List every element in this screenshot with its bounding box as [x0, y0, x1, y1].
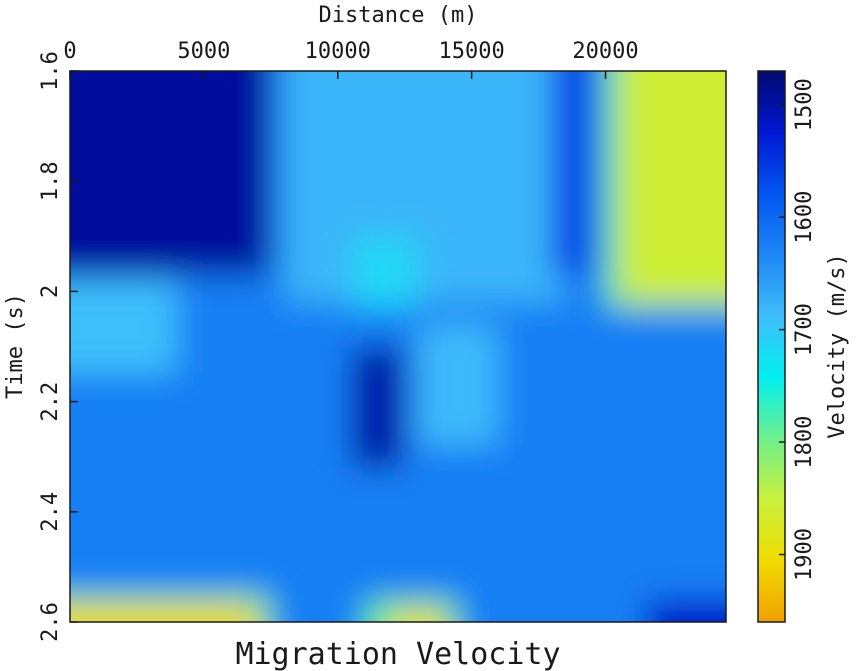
y-tick-label: 2.4	[38, 492, 63, 532]
chart-title: Migration Velocity	[235, 637, 560, 671]
plot-frame	[69, 70, 727, 623]
y-tick-label: 2.6	[38, 602, 63, 642]
heatmap-cell-4	[551, 71, 593, 275]
heatmap-cell-7	[351, 346, 405, 468]
x-tick-label: 10000	[305, 39, 371, 64]
colorbar-tick-label: 1500	[792, 78, 817, 131]
x-tick-label: 5000	[177, 39, 230, 64]
y-tick-label: 2	[38, 285, 63, 298]
colorbar-tick-label: 1700	[792, 303, 817, 356]
heatmap-cell-0	[70, 71, 271, 275]
colorbar-tick-label: 1800	[792, 416, 817, 469]
x-axis-title: Distance (m)	[319, 3, 478, 28]
colorbar: 1500 1600 1700 1800 1900 Velocity (m/s)	[757, 70, 850, 623]
heatmap-cell-3	[70, 280, 178, 375]
colorbar-ticks: 1500 1600 1700 1800 1900	[779, 78, 817, 581]
colorbar-tick-label: 1600	[792, 191, 817, 244]
heatmap	[70, 71, 726, 622]
heatmap-cell-13	[645, 599, 726, 622]
heatmap-cell-10	[70, 605, 258, 622]
heatmap-cell-12	[391, 610, 445, 622]
x-tick-label: 0	[63, 39, 76, 64]
y-axis-title: Time (s)	[3, 293, 28, 399]
colorbar-tick-label: 1900	[792, 528, 817, 581]
y-tick-label: 1.8	[38, 161, 63, 201]
x-tick-label: 20000	[572, 39, 638, 64]
x-tick-label: 15000	[439, 39, 505, 64]
heatmap-cell-1	[284, 71, 566, 303]
colorbar-gradient	[757, 70, 786, 623]
heatmap-cell-8	[418, 324, 499, 446]
y-tick-label: 2.2	[38, 382, 63, 422]
y-axis-ticks: 1.6 1.8 2 2.2 2.4 2.6	[38, 51, 78, 642]
x-axis-ticks: 0 5000 10000 15000 20000	[63, 39, 639, 79]
heatmap-cell-2	[351, 236, 419, 308]
heatmap-cell-6	[618, 71, 726, 303]
colorbar-title: Velocity (m/s)	[825, 253, 850, 438]
y-tick-label: 1.6	[38, 51, 63, 91]
